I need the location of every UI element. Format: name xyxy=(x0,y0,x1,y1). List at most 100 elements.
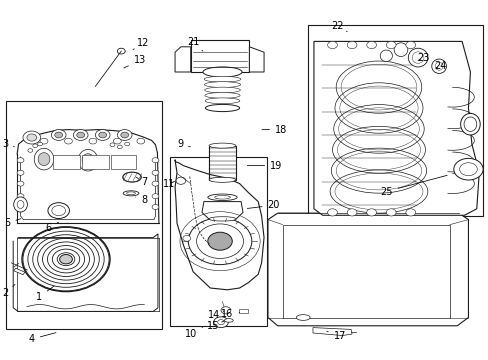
Circle shape xyxy=(327,209,337,216)
Ellipse shape xyxy=(122,172,141,182)
Circle shape xyxy=(17,181,24,186)
Circle shape xyxy=(121,132,128,138)
Bar xyxy=(190,40,249,72)
Text: 12: 12 xyxy=(133,38,149,50)
Circle shape xyxy=(196,224,243,258)
Text: 8: 8 xyxy=(135,195,147,205)
Circle shape xyxy=(124,142,129,146)
Bar xyxy=(82,155,109,169)
Text: 9: 9 xyxy=(177,139,190,149)
Ellipse shape xyxy=(460,113,479,135)
Circle shape xyxy=(346,41,356,49)
Polygon shape xyxy=(175,47,190,72)
Text: 20: 20 xyxy=(247,200,280,210)
Text: 18: 18 xyxy=(262,125,287,135)
Circle shape xyxy=(17,204,24,210)
Ellipse shape xyxy=(393,43,407,57)
Ellipse shape xyxy=(463,117,476,131)
Ellipse shape xyxy=(204,93,240,98)
Ellipse shape xyxy=(14,197,27,212)
Polygon shape xyxy=(202,202,243,219)
Text: 19: 19 xyxy=(247,161,282,171)
Circle shape xyxy=(183,235,190,241)
Circle shape xyxy=(64,138,72,144)
Ellipse shape xyxy=(411,52,423,63)
Text: 24: 24 xyxy=(433,60,446,71)
Ellipse shape xyxy=(126,192,135,195)
Ellipse shape xyxy=(224,319,233,322)
Circle shape xyxy=(152,204,159,210)
Circle shape xyxy=(152,194,159,199)
Circle shape xyxy=(117,130,132,140)
Text: 11: 11 xyxy=(162,179,175,189)
Circle shape xyxy=(55,132,62,138)
Text: 5: 5 xyxy=(4,218,21,228)
Ellipse shape xyxy=(431,59,446,73)
Circle shape xyxy=(17,170,24,175)
Circle shape xyxy=(459,163,476,176)
Circle shape xyxy=(405,209,415,216)
Circle shape xyxy=(33,144,38,148)
Circle shape xyxy=(366,41,376,49)
Text: 21: 21 xyxy=(186,37,203,51)
Circle shape xyxy=(17,158,24,163)
Circle shape xyxy=(366,209,376,216)
Circle shape xyxy=(73,130,88,140)
Bar xyxy=(238,309,248,313)
Circle shape xyxy=(188,218,251,265)
Ellipse shape xyxy=(17,201,24,208)
Bar xyxy=(14,268,25,275)
Circle shape xyxy=(27,134,37,141)
Circle shape xyxy=(95,130,110,140)
Ellipse shape xyxy=(78,149,98,171)
Ellipse shape xyxy=(205,104,239,112)
Bar xyxy=(53,155,80,169)
Circle shape xyxy=(213,317,228,328)
Ellipse shape xyxy=(209,177,235,182)
Circle shape xyxy=(40,138,48,144)
Circle shape xyxy=(221,307,230,314)
Text: 17: 17 xyxy=(326,330,346,341)
Circle shape xyxy=(77,132,84,138)
Bar xyxy=(209,145,235,180)
Polygon shape xyxy=(267,213,468,326)
Bar xyxy=(307,25,482,216)
Circle shape xyxy=(117,145,122,149)
Ellipse shape xyxy=(380,50,391,62)
Circle shape xyxy=(38,142,42,146)
Circle shape xyxy=(48,203,69,219)
Circle shape xyxy=(176,177,185,184)
Text: 7: 7 xyxy=(136,177,147,187)
Ellipse shape xyxy=(38,153,50,166)
Text: 2: 2 xyxy=(2,284,15,298)
Ellipse shape xyxy=(204,76,240,82)
Ellipse shape xyxy=(205,98,239,104)
Polygon shape xyxy=(313,41,478,215)
Circle shape xyxy=(217,320,224,325)
Polygon shape xyxy=(312,328,351,336)
Circle shape xyxy=(17,194,24,199)
Text: 22: 22 xyxy=(330,21,346,32)
Bar xyxy=(170,157,266,326)
Circle shape xyxy=(51,130,66,140)
Text: 25: 25 xyxy=(379,175,447,197)
Circle shape xyxy=(152,181,159,186)
Ellipse shape xyxy=(214,195,230,199)
Circle shape xyxy=(117,48,125,54)
Circle shape xyxy=(99,132,106,138)
Bar xyxy=(282,225,449,318)
Text: 14: 14 xyxy=(207,310,224,320)
Bar xyxy=(6,101,162,329)
Text: 6: 6 xyxy=(46,222,59,233)
Circle shape xyxy=(60,255,72,264)
Ellipse shape xyxy=(208,217,236,221)
Polygon shape xyxy=(249,47,264,72)
Ellipse shape xyxy=(407,48,427,67)
Ellipse shape xyxy=(34,148,54,170)
Circle shape xyxy=(346,209,356,216)
Ellipse shape xyxy=(123,191,139,196)
Ellipse shape xyxy=(434,62,442,70)
Circle shape xyxy=(207,232,232,250)
Ellipse shape xyxy=(82,154,94,167)
Circle shape xyxy=(110,143,115,147)
